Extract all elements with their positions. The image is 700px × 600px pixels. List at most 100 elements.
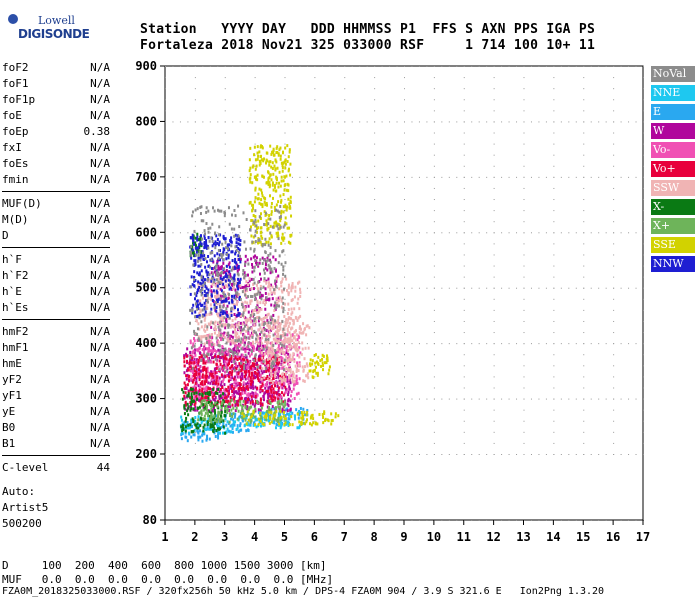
echo-point	[239, 424, 242, 428]
grid-dot	[418, 66, 420, 67]
echo-point	[235, 336, 238, 340]
echo-point	[196, 422, 199, 426]
grid-dot	[165, 409, 166, 411]
echo-point	[203, 414, 206, 418]
grid-dot	[448, 398, 450, 400]
echo-point	[231, 335, 234, 339]
grid-dot	[299, 232, 301, 234]
echo-point	[303, 379, 306, 383]
echo-point	[225, 320, 228, 324]
echo-point	[232, 287, 235, 291]
echo-point	[216, 376, 219, 380]
echo-point	[192, 236, 195, 240]
echo-point	[237, 277, 240, 281]
echo-point	[240, 378, 243, 382]
grid-dot	[389, 343, 391, 345]
grid-dot	[366, 520, 368, 521]
echo-point	[244, 397, 247, 401]
echo-point	[199, 435, 202, 439]
echo-point	[200, 325, 203, 329]
echo-point	[226, 420, 229, 424]
echo-point	[246, 370, 249, 374]
grid-dot	[165, 298, 166, 300]
echo-point	[288, 373, 291, 377]
echo-point	[206, 369, 209, 373]
echo-point	[277, 152, 280, 156]
echo-point	[237, 266, 240, 270]
grid-dot	[359, 398, 361, 400]
grid-dot	[493, 376, 495, 378]
echo-point	[282, 410, 285, 414]
echo-point	[309, 369, 312, 373]
echo-point	[194, 381, 197, 385]
echo-point	[249, 302, 252, 306]
grid-dot	[247, 287, 249, 289]
echo-point	[214, 411, 217, 415]
echo-point	[258, 150, 261, 154]
echo-point	[201, 396, 204, 400]
echo-point	[190, 275, 193, 279]
echo-point	[190, 407, 193, 411]
echo-point	[287, 382, 290, 386]
grid-dot	[508, 121, 510, 123]
echo-point	[227, 405, 230, 409]
echo-point	[210, 360, 213, 364]
grid-dot	[404, 99, 405, 101]
grid-dot	[493, 442, 495, 444]
grid-dot	[635, 232, 637, 234]
echo-point	[214, 240, 217, 244]
echo-point	[220, 356, 223, 360]
echo-point	[280, 281, 283, 285]
echo-point	[197, 375, 200, 379]
x-tick-label: 8	[371, 530, 378, 544]
grid-dot	[404, 232, 405, 234]
echo-point	[223, 370, 226, 374]
echo-point	[268, 284, 271, 288]
grid-dot	[590, 287, 592, 289]
echo-point	[275, 279, 278, 283]
echo-point	[189, 387, 192, 391]
echo-point	[291, 358, 294, 362]
echo-point	[241, 377, 244, 381]
echo-point	[286, 345, 289, 349]
grid-dot	[359, 454, 361, 455]
echo-point	[198, 418, 201, 422]
echo-point	[224, 311, 227, 315]
grid-dot	[463, 265, 465, 267]
echo-point	[216, 291, 219, 295]
echo-point	[199, 234, 202, 238]
echo-point	[258, 261, 261, 265]
echo-point	[254, 224, 257, 228]
echo-point	[220, 380, 223, 384]
echo-point	[228, 402, 231, 406]
echo-point	[264, 383, 267, 387]
echo-point	[272, 313, 275, 317]
grid-dot	[224, 254, 226, 256]
grid-dot	[187, 176, 189, 178]
echo-point	[183, 386, 186, 390]
echo-point	[256, 344, 259, 348]
echo-point	[229, 424, 232, 428]
echo-point	[207, 236, 210, 240]
echo-point	[298, 426, 301, 430]
grid-dot	[493, 309, 495, 311]
echo-point	[289, 234, 292, 238]
echo-point	[255, 340, 258, 344]
echo-point	[252, 214, 255, 218]
echo-point	[210, 297, 213, 301]
echo-point	[273, 185, 276, 189]
grid-dot	[508, 520, 510, 521]
param-row: hmE N/A	[2, 356, 110, 372]
echo-point	[265, 219, 268, 223]
echo-point	[284, 377, 287, 381]
echo-point	[295, 374, 298, 378]
echo-point	[270, 358, 273, 362]
echo-point	[261, 322, 264, 326]
grid-dot	[165, 132, 166, 134]
echo-point	[251, 400, 254, 404]
echo-point	[270, 235, 273, 239]
param-name: MUF(D)	[2, 197, 42, 210]
grid-dot	[493, 254, 495, 256]
echo-point	[224, 326, 227, 330]
echo-point	[287, 286, 290, 290]
